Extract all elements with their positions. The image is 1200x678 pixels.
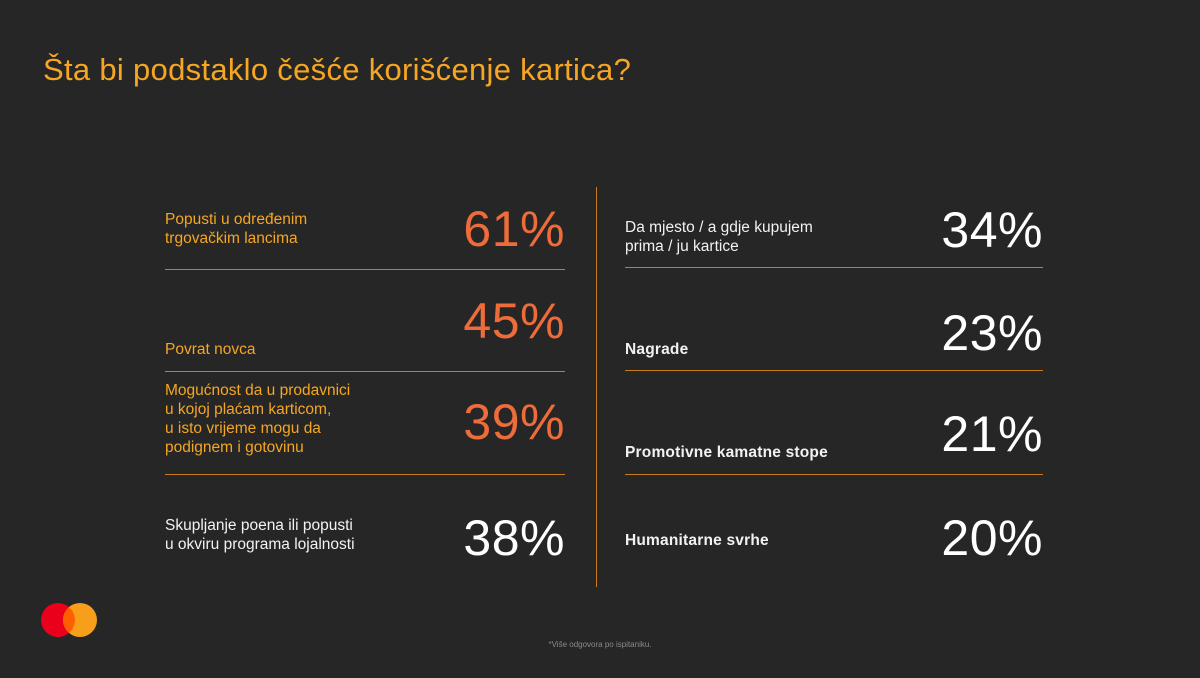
logo-overlap xyxy=(63,607,75,633)
stat-item-loyalty: Skupljanje poena ili popusti u okviru pr… xyxy=(165,475,565,565)
stat-value: 39% xyxy=(463,394,565,450)
stat-label: Nagrade xyxy=(625,341,689,358)
stat-value: 20% xyxy=(941,510,1043,566)
stat-item-discounts: Popusti u određenim trgovačkim lancima 6… xyxy=(165,200,565,270)
stat-label: Humanitarne svrhe xyxy=(625,532,769,549)
footnote: *Više odgovora po ispitaniku. xyxy=(548,640,652,649)
stat-value: 34% xyxy=(941,202,1043,258)
stat-value: 21% xyxy=(941,406,1043,462)
stat-label: Skupljanje poena ili popusti u okviru pr… xyxy=(165,517,355,553)
stat-value: 61% xyxy=(463,201,565,257)
stat-label: Popusti u određenim trgovačkim lancima xyxy=(165,211,308,247)
stat-item-cash-withdrawal: Mogućnost da u prodavnici u kojoj plaćam… xyxy=(165,372,565,475)
stat-item-charity: Humanitarne svrhe 20% xyxy=(625,475,1043,565)
stat-label: Mogućnost da u prodavnici u kojoj plaćam… xyxy=(165,382,351,456)
stat-value: 45% xyxy=(463,293,565,349)
stat-label: Promotivne kamatne stope xyxy=(625,444,828,461)
page-title: Šta bi podstaklo češće korišćenje kartic… xyxy=(43,52,632,87)
stat-label: Povrat novca xyxy=(165,341,256,358)
mastercard-logo-icon xyxy=(41,603,97,637)
stat-value: 23% xyxy=(941,305,1043,361)
stat-item-card-acceptance: Da mjesto / a gdje kupujem prima / ju ka… xyxy=(625,200,1043,268)
stat-label: Da mjesto / a gdje kupujem prima / ju ka… xyxy=(625,219,813,255)
stat-value: 38% xyxy=(463,510,565,566)
stat-item-rewards: Nagrade 23% xyxy=(625,268,1043,371)
stat-item-cashback: Povrat novca 45% xyxy=(165,270,565,372)
column-divider xyxy=(596,187,597,587)
stat-item-promo-rates: Promotivne kamatne stope 21% xyxy=(625,371,1043,475)
